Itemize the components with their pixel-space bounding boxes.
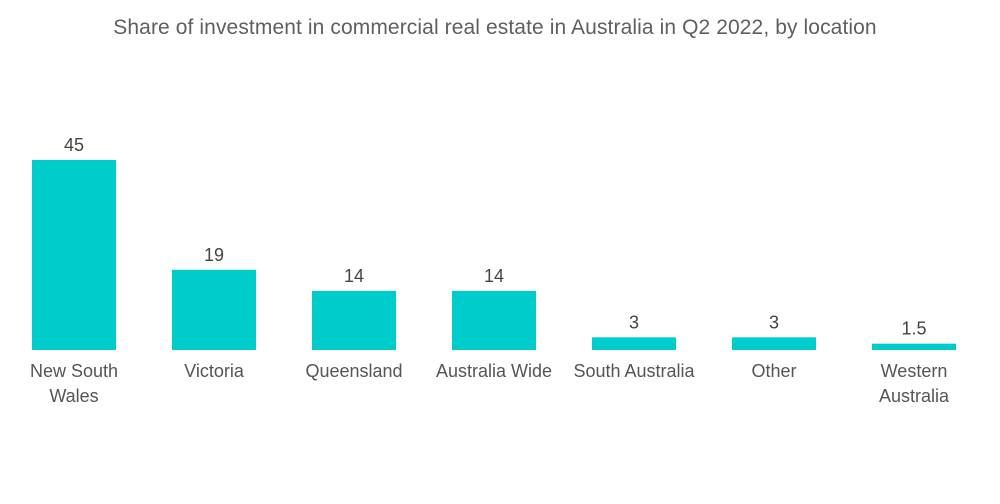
category-label-4: South Australia	[573, 361, 695, 381]
category-label-5: Other	[751, 361, 796, 381]
data-label-3: 14	[484, 266, 504, 286]
category-label-6: Western Australia	[879, 361, 950, 406]
bar-2	[312, 290, 396, 350]
bar-0	[32, 160, 116, 350]
data-label-2: 14	[344, 266, 364, 286]
chart-title: Share of investment in commercial real e…	[113, 16, 877, 39]
bar-5	[732, 337, 816, 350]
data-label-4: 3	[629, 312, 639, 332]
data-label-6: 1.5	[901, 319, 926, 339]
bar-1	[172, 269, 256, 350]
data-label-5: 3	[769, 312, 779, 332]
bar-6	[872, 343, 956, 350]
bar-3	[452, 290, 536, 350]
category-label-2: Queensland	[305, 361, 402, 381]
category-label-1: Victoria	[184, 361, 245, 381]
data-label-0: 45	[64, 135, 84, 155]
data-label-1: 19	[204, 245, 224, 265]
category-label-3: Australia Wide	[436, 361, 552, 381]
bar-4	[592, 337, 676, 350]
category-label-0: New South Wales	[30, 361, 118, 406]
